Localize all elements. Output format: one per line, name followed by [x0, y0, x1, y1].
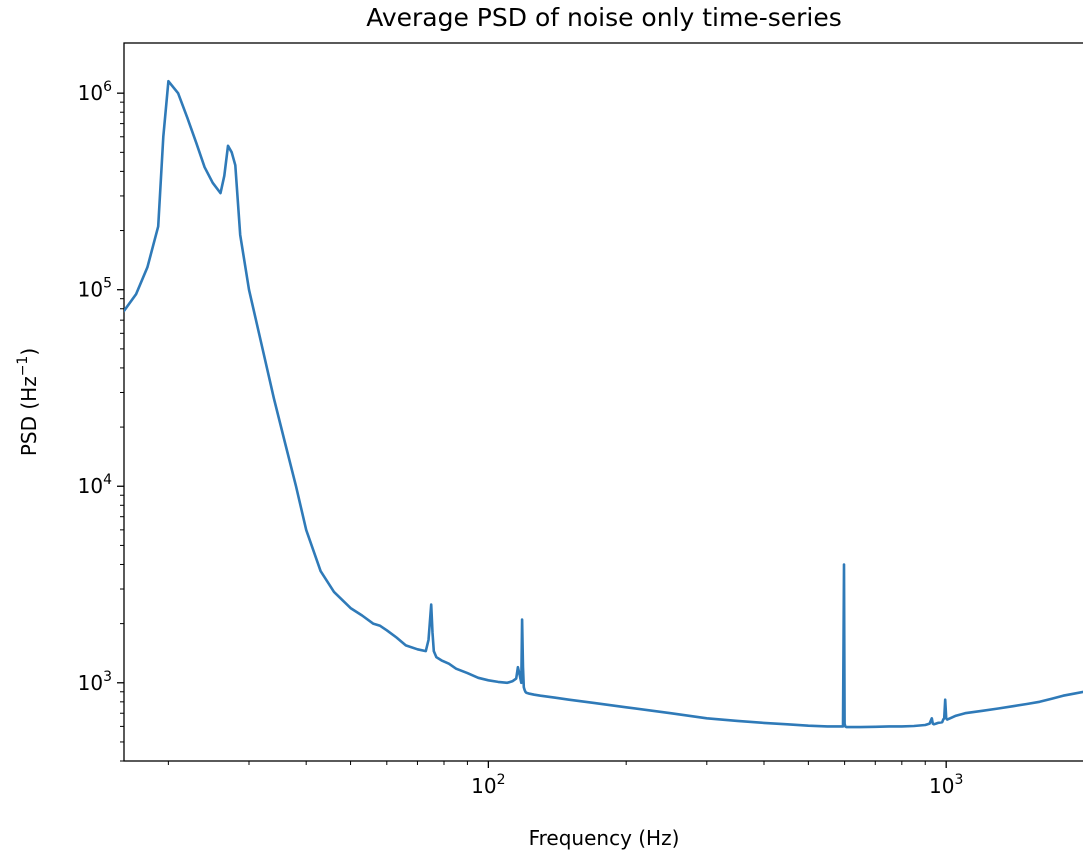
y-tick-label: 105	[78, 276, 112, 302]
plot-frame	[123, 42, 1083, 762]
y-tick-label: 106	[78, 79, 112, 105]
x-tick-label: 102	[471, 772, 505, 798]
y-axis-label: PSD (Hz−1)	[15, 348, 41, 456]
chart-title: Average PSD of noise only time-series	[366, 3, 842, 32]
psd-series-line	[124, 79, 1083, 729]
y-tick-label: 104	[78, 472, 112, 498]
series-layer	[124, 79, 1083, 729]
x-axis-label: Frequency (Hz)	[529, 826, 680, 850]
y-axis-ticks: 103 104 105 106	[78, 79, 124, 762]
x-axis-ticks: 102 103	[167, 761, 963, 798]
x-tick-label: 103	[929, 772, 963, 798]
y-tick-label: 103	[78, 669, 112, 695]
